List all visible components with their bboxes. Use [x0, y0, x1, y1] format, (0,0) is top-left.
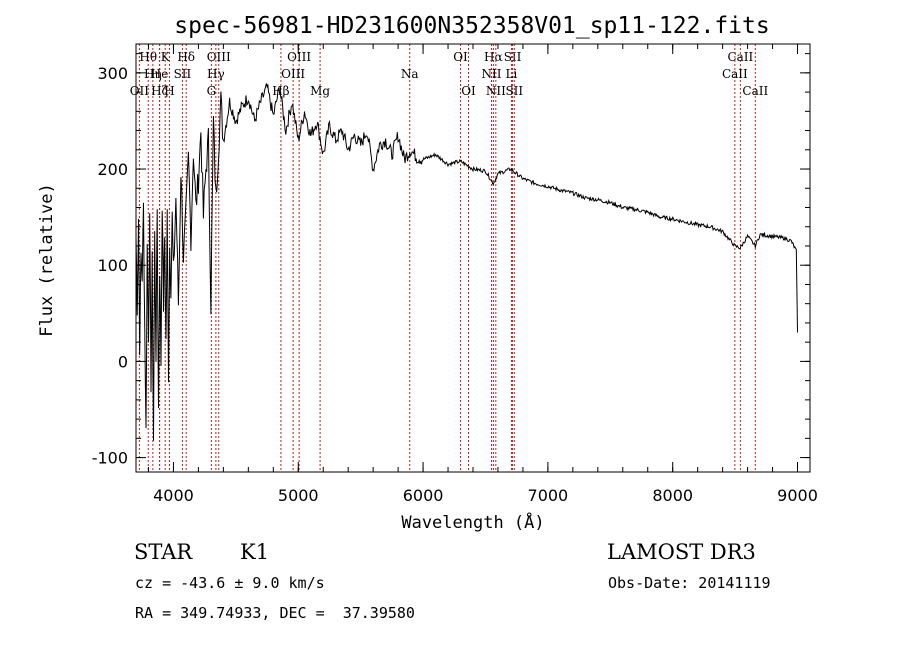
y-tick-label: -100: [92, 449, 128, 468]
spectral-line-label: H: [164, 84, 174, 98]
spectral-line-label: Hη: [144, 67, 162, 81]
spectrum-line: [135, 83, 798, 441]
coordinates-text: RA = 349.74933, DEC = 37.39580: [135, 604, 415, 622]
spectral-line-label: Li: [506, 67, 518, 81]
object-subclass: K1: [240, 540, 270, 564]
chart-title: spec-56981-HD231600N352358V01_sp11-122.f…: [174, 13, 769, 39]
x-axis-ticks: 4000 5000 6000 7000 8000 9000: [147, 44, 818, 505]
velocity-text: cz = -43.6 ± 9.0 km/s: [135, 574, 325, 592]
spectral-line-label: Hβ: [272, 84, 289, 98]
spectral-line-label: SII: [504, 50, 522, 64]
spectral-line-label: Hα: [484, 50, 503, 64]
y-tick-label: 300: [97, 64, 128, 83]
y-tick-label: 100: [97, 256, 128, 275]
object-class: STAR: [134, 540, 193, 564]
x-tick-label: 5000: [278, 486, 319, 505]
spectral-line-label: NII: [481, 67, 501, 81]
plot-frame: [135, 43, 811, 473]
spectral-line-label: OII: [130, 84, 150, 98]
y-tick-label: 0: [118, 352, 128, 371]
spectral-line-label: Mg: [310, 84, 330, 98]
spectral-line-label: CaII: [727, 50, 753, 64]
spectral-line-label: SII: [174, 67, 192, 81]
spectral-line-label: OI: [453, 50, 468, 64]
spectral-line-label: NII: [486, 84, 506, 98]
x-tick-label: 9000: [777, 486, 818, 505]
spectral-line-label: Hγ: [207, 67, 225, 81]
spectral-line-label: OIII: [287, 50, 311, 64]
spectral-line-label: Hζ: [151, 84, 168, 98]
series-layer: [135, 83, 798, 441]
obs-date: Obs-Date: 20141119: [608, 574, 771, 592]
y-tick-label: 200: [97, 160, 128, 179]
x-tick-label: 7000: [528, 486, 569, 505]
spectral-line-label: CaII: [722, 67, 748, 81]
spectral-line-label: SII: [505, 84, 523, 98]
spectral-line-label: K: [161, 50, 171, 64]
spectral-line-label: OI: [461, 84, 476, 98]
spectral-line-label: CaII: [742, 84, 768, 98]
x-axis-label: Wavelength (Å): [401, 511, 544, 533]
y-axis-ticks: -100 0 100 200 300: [92, 53, 810, 468]
spectral-line-label: OIII: [281, 67, 305, 81]
x-tick-label: 8000: [652, 486, 693, 505]
spectral-line-label: Hθ: [139, 50, 157, 64]
survey-name: LAMOST DR3: [607, 540, 756, 564]
spectral-line-label: G: [207, 84, 217, 98]
x-tick-label: 4000: [153, 486, 194, 505]
spectral-line-label: Na: [401, 67, 419, 81]
y-axis-label: Flux (relative): [37, 183, 57, 337]
spectral-line-label: Hδ: [177, 50, 195, 64]
spectral-line-label: OIII: [207, 50, 231, 64]
x-tick-label: 6000: [403, 486, 444, 505]
